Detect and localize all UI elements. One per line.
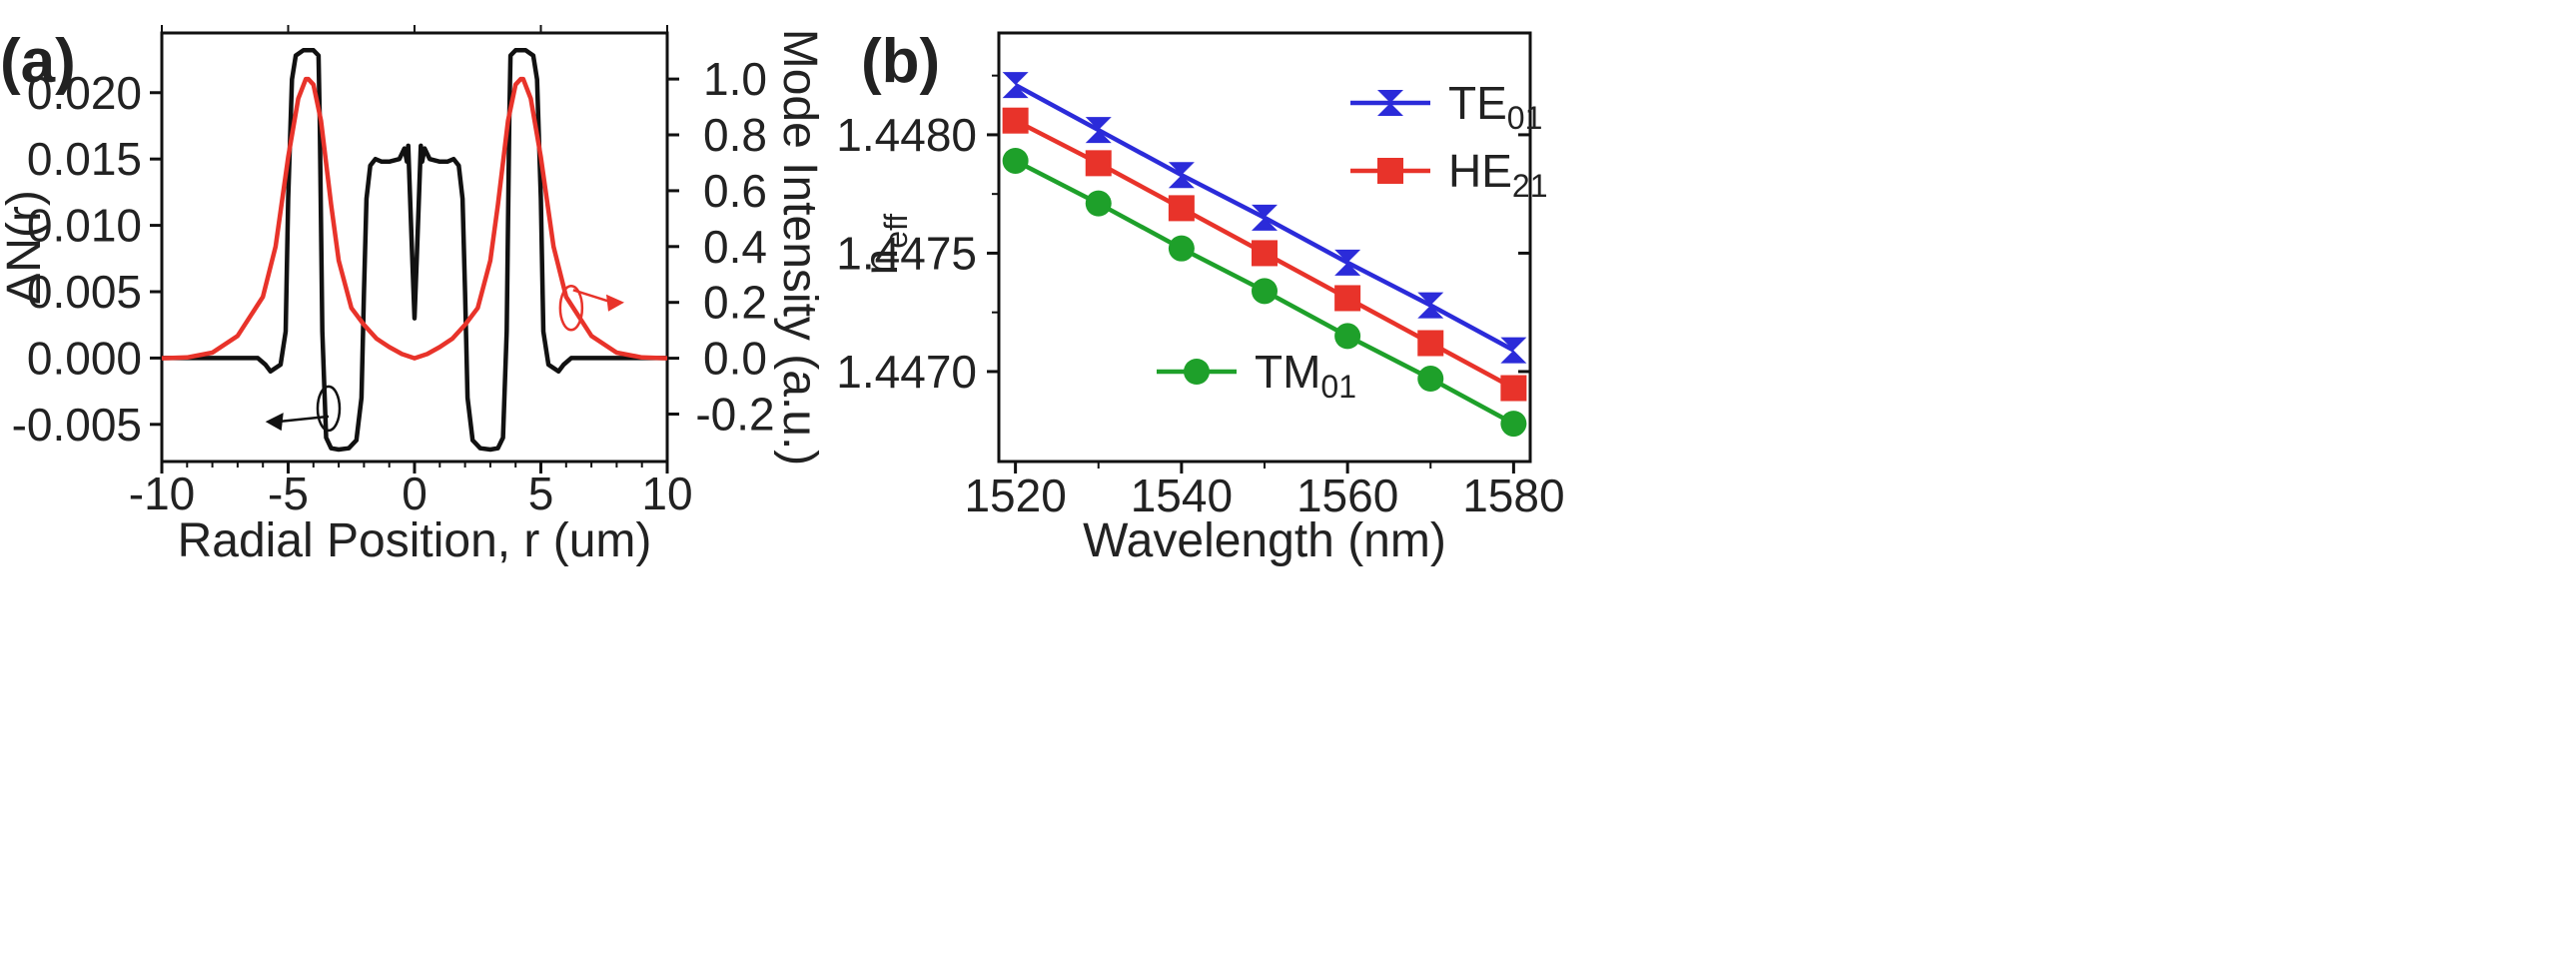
data-point-he	[1085, 150, 1112, 177]
x-axis-title-b: Wavelength (nm)	[1083, 514, 1446, 567]
y-right-tick-label-a: 0.6	[703, 165, 767, 217]
data-point-te	[1417, 292, 1444, 319]
legend-marker-te	[1377, 90, 1403, 116]
legend-label-tm: TM01	[1255, 346, 1356, 405]
y-right-tick-label-a: 1.0	[703, 53, 767, 105]
y-right-tick-label-a: 0.8	[703, 109, 767, 161]
data-point-he	[1168, 195, 1195, 222]
legend-label-te: TE01	[1448, 77, 1542, 136]
y-right-axis-title-a: Mode Intensity (a.u.)	[773, 29, 826, 467]
data-point-tm	[1417, 366, 1444, 393]
y-left-axis-title-a: ΔN(r)	[0, 190, 51, 305]
panel-b-chart: (b) 1520 1540 1560 1580 1.4470 1.4475 1.4480 Wav…	[836, 27, 1564, 567]
annotation-arrowhead-right	[605, 294, 624, 312]
annotation-arrowhead-left	[265, 413, 284, 432]
x-axis-title-a: Radial Position, r (um)	[178, 514, 652, 567]
y-axis-title-b: neff	[855, 214, 914, 276]
x-tick-label-a: 5	[528, 468, 554, 519]
x-tick-label-b: 1520	[964, 470, 1066, 521]
panel-b-label: (b)	[861, 27, 940, 96]
y-right-tick-label-a: 0.4	[703, 221, 767, 273]
panel-a-chart: (a) -10 -5 0 5 10 -0.005 0.000 0.005 0.010 0.015 0.…	[0, 25, 826, 567]
y-right-tick-label-a: 0.2	[703, 277, 767, 329]
data-point-te	[1500, 337, 1527, 364]
y-left-tick-label-a: 0.005	[27, 266, 142, 318]
data-point-te	[1334, 249, 1361, 276]
y-right-tick-label-a: -0.2	[695, 388, 774, 440]
y-tick-label-b: 1.4475	[836, 227, 977, 279]
y-left-tick-label-a: 0.020	[27, 67, 142, 119]
data-point-tm	[1334, 323, 1361, 350]
data-point-tm	[1085, 190, 1112, 217]
y-tick-label-b: 1.4480	[836, 109, 977, 161]
data-point-he	[1500, 375, 1527, 402]
x-tick-label-a: 10	[641, 468, 692, 519]
legend-marker-he	[1377, 158, 1403, 184]
x-tick-label-a: -5	[268, 468, 309, 519]
x-tick-label-b: 1540	[1131, 470, 1233, 521]
y-right-tick-label-a: 0.0	[703, 333, 767, 385]
data-point-te	[1085, 117, 1112, 144]
y-left-tick-label-a: 0.015	[27, 133, 142, 185]
panel-a-frame	[160, 31, 669, 464]
y-left-tick-label-a: -0.005	[12, 399, 142, 451]
annotation-ellipse-right	[558, 285, 584, 332]
x-tick-label-b: 1560	[1296, 470, 1398, 521]
panel-a-label: (a)	[0, 27, 76, 96]
x-tick-label-b: 1580	[1462, 470, 1564, 521]
series-line-delta-n	[162, 48, 667, 453]
data-point-tm	[1252, 278, 1278, 305]
x-tick-label-a: 0	[402, 468, 428, 519]
legend-label-he: HE21	[1448, 145, 1548, 204]
data-point-tm	[1500, 411, 1527, 438]
y-left-tick-label-a: 0.000	[27, 332, 142, 384]
data-point-he	[1334, 285, 1361, 312]
data-point-tm	[1002, 147, 1029, 174]
annotation-ellipse-left	[316, 385, 342, 433]
y-left-tick-label-a: 0.010	[27, 200, 142, 252]
legend-marker-tm	[1184, 359, 1210, 385]
data-point-te	[1002, 72, 1029, 99]
annotation-arrow-right	[572, 289, 613, 304]
x-tick-label-a: -10	[129, 468, 195, 519]
data-point-he	[1252, 240, 1278, 267]
data-point-te	[1252, 204, 1278, 231]
y-tick-label-b: 1.4470	[836, 346, 977, 398]
data-point-tm	[1168, 235, 1195, 262]
data-point-he	[1417, 330, 1444, 357]
annotation-arrow-left	[277, 415, 330, 424]
data-point-he	[1002, 107, 1029, 134]
data-point-te	[1168, 162, 1195, 189]
series-line-mode-intensity	[161, 76, 668, 361]
